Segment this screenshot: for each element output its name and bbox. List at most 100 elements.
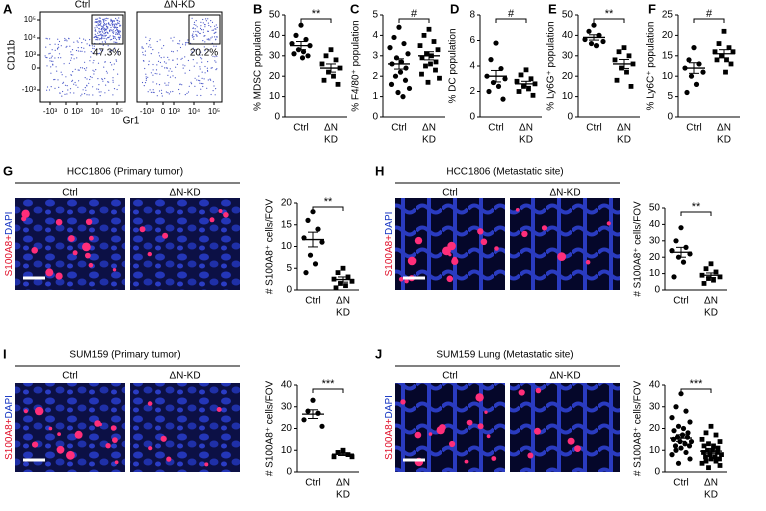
flow-event [184,72,186,74]
stained-cell [218,209,223,213]
flow-event [66,93,68,95]
flow-event [203,78,205,80]
y-tick-label: 5 [667,91,673,102]
flow-event [77,41,79,43]
stained-cell [209,217,215,223]
flow-event [215,69,217,71]
data-point [684,89,690,96]
flow-event [153,91,155,94]
micrograph [15,198,125,290]
flow-event [207,79,209,81]
flow-event [118,17,120,19]
data-point [683,408,689,414]
gate-percent: 47.3% [93,48,121,59]
flow-event [79,37,81,39]
flow-event [90,56,92,58]
flow-event [197,30,199,32]
flow-event [155,69,158,71]
data-point [683,449,689,456]
flow-event [148,46,150,48]
data-point [405,51,411,57]
data-point [310,209,316,215]
stain-red: S100A8+ [384,235,395,277]
flow-event [114,36,116,38]
data-point [333,57,339,63]
flow-event [107,27,109,29]
flow-event [94,35,97,38]
y-tick-label: 10³ [24,50,36,59]
flow-event [184,94,186,96]
data-point [518,72,524,78]
stained-cell [88,262,94,268]
flow-event [97,62,100,64]
data-point [340,265,346,271]
flow-event [207,39,209,41]
micrograph [395,383,505,472]
y-tick-label: 5 [372,10,378,21]
flow-event [94,29,97,31]
data-point [419,71,424,77]
flow-event [179,46,182,49]
flow-event [201,58,203,60]
flow-event [204,35,206,37]
data-point [673,404,679,410]
stained-cell [414,431,422,439]
flow-event [176,63,178,65]
flow-event [54,49,56,52]
flow-event [105,70,108,72]
data-point [417,43,423,48]
flow-event [60,71,62,73]
flow-event [94,21,96,23]
flow-event [84,51,86,53]
data-point [688,438,695,445]
flow-event [98,17,100,19]
flow-event [77,47,79,49]
flow-event [160,89,163,91]
flow-event [112,31,114,33]
micrograph [510,383,620,472]
flow-event [60,57,62,59]
flow-event [118,22,120,24]
significance-label: ** [692,201,701,213]
flow-event [115,23,117,25]
flow-event [104,34,106,37]
flow-event [189,69,191,71]
y-tick-label: 30 [649,401,661,412]
column-label: Ctrl [442,371,458,382]
flow-event [197,31,199,33]
flow-event [113,88,116,90]
flow-event [101,41,103,43]
section-title: HCC1806 (Metastatic site) [446,167,563,178]
data-point [502,76,508,82]
flow-event [119,35,121,37]
flow-event [165,67,167,69]
data-point [291,51,297,57]
flow-event [200,57,202,59]
flow-event [212,81,214,83]
flow-event [71,79,74,81]
x-tick-label: KD [704,490,718,501]
y-tick-label: 6 [469,35,475,46]
flow-event [89,76,92,78]
data-point [675,423,682,429]
flow-event [98,84,100,86]
stained-cell [428,432,433,436]
flow-event [68,38,70,40]
data-point [701,450,706,455]
flow-event [214,25,216,27]
flow-event [191,35,193,37]
stain-blue: DAPI [4,395,15,418]
flow-event [206,38,208,40]
flow-event [97,78,99,80]
flow-event [95,25,97,27]
flow-event [86,43,88,45]
stain-red: S100A8+ [4,418,15,460]
flow-event [102,18,104,21]
x-tick-label: Ctrl [305,296,321,307]
data-point [708,456,714,462]
flow-event [211,29,213,31]
flow-event [54,43,56,45]
flow-event [199,66,201,68]
flow-event [159,39,161,41]
stained-cell [66,450,75,460]
